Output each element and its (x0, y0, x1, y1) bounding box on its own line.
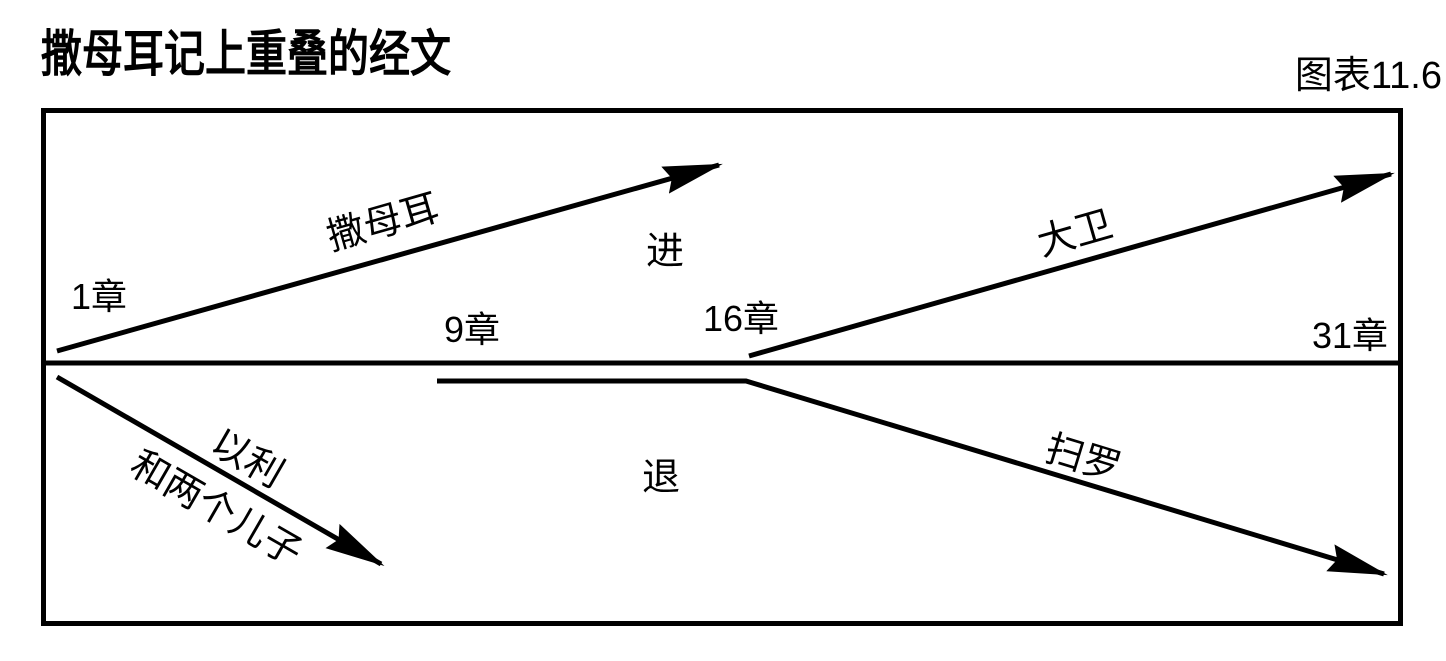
samuel-rising-arrow (56, 162, 723, 354)
advance-direction-label: 进 (645, 231, 685, 273)
david-rising-arrow (748, 171, 1395, 359)
chapter-label-9: 9章 (443, 309, 501, 350)
eli-falling-arrow (55, 374, 385, 567)
diagram-frame (41, 108, 1403, 626)
chapter-label-1: 1章 (70, 276, 128, 317)
figure-number: 图表11.6 (1294, 55, 1442, 97)
retreat-direction-label: 退 (641, 457, 681, 499)
chapter-label-16: 16章 (702, 298, 780, 339)
saul-falling-arrow (437, 378, 1388, 577)
chapter-label-31: 31章 (1311, 315, 1389, 356)
page-title: 撒母耳记上重叠的经文 (41, 26, 451, 82)
